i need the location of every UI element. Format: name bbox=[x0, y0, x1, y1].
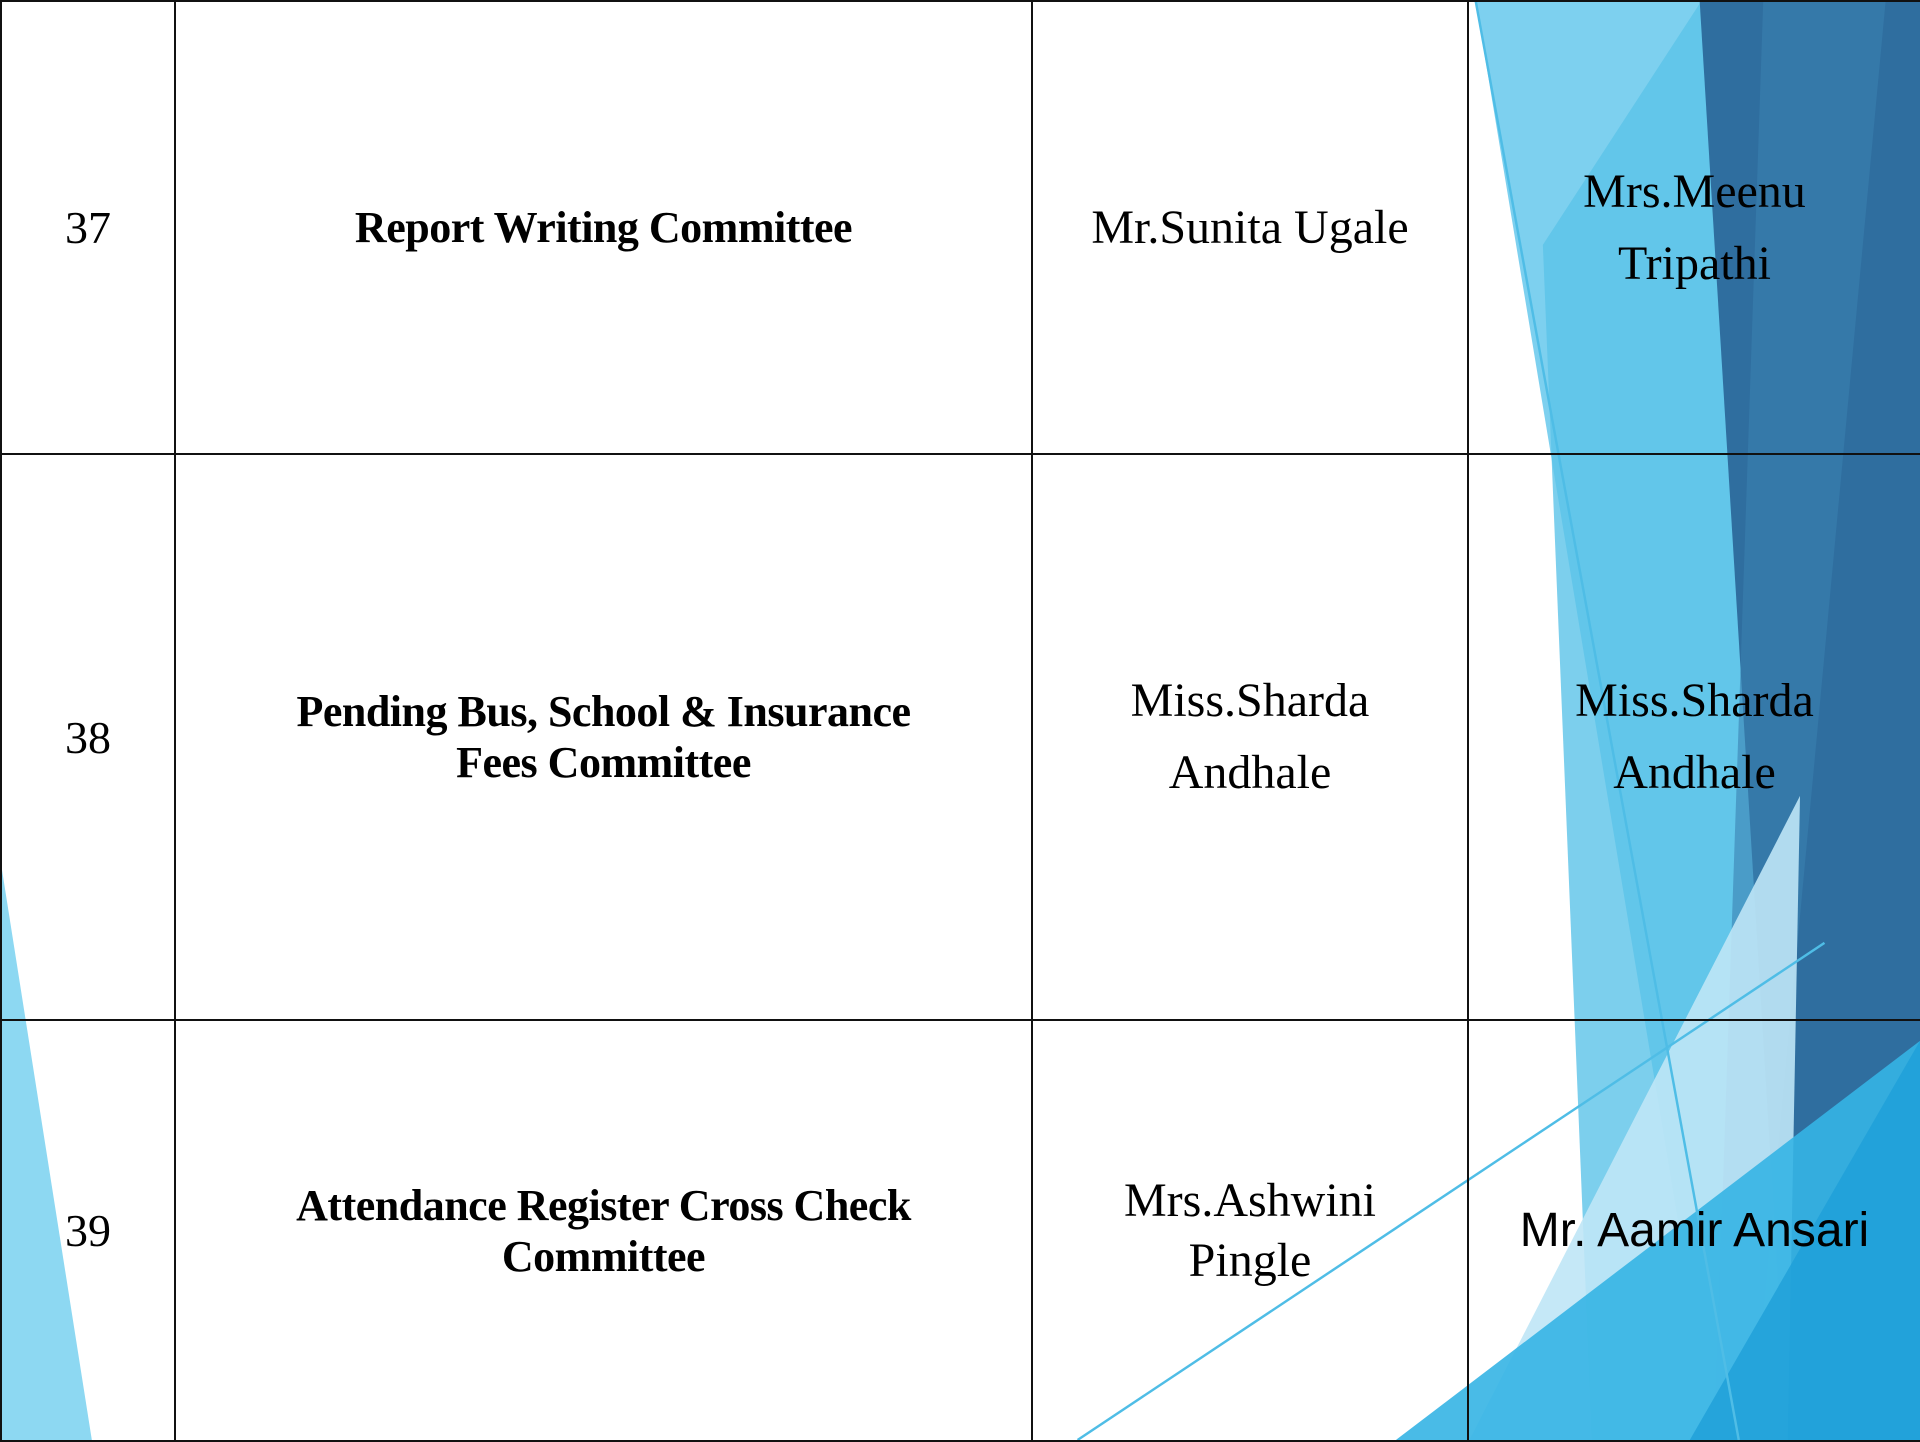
text: Report Writing Committee bbox=[354, 203, 853, 252]
cell-person: Mrs.Meenu Tripathi bbox=[1467, 0, 1920, 455]
cell-committee: Pending Bus, School & Insurance Fees Com… bbox=[174, 453, 1033, 1021]
table-row: 38 Pending Bus, School & Insurance Fees … bbox=[0, 453, 1920, 1021]
text: Miss.Sharda Andhale bbox=[1130, 674, 1370, 799]
cell-person: Miss.Sharda Andhale bbox=[1467, 453, 1920, 1021]
cell-person: Miss.Sharda Andhale bbox=[1031, 453, 1469, 1021]
cell-person: Mr.Sunita Ugale bbox=[1031, 0, 1469, 455]
cell-number: 39 bbox=[0, 1019, 176, 1442]
table-row: 37 Report Writing Committee Mr.Sunita Ug… bbox=[0, 0, 1920, 455]
cell-committee: Attendance Register Cross Check Committe… bbox=[174, 1019, 1033, 1442]
text: Mrs.Meenu Tripathi bbox=[1583, 164, 1806, 290]
text: Mrs.Ashwini Pingle bbox=[1123, 1173, 1377, 1287]
text: Pending Bus, School & Insurance Fees Com… bbox=[296, 687, 911, 787]
cell-number: 37 bbox=[0, 0, 176, 455]
text: Mr. Aamir Ansari bbox=[1519, 1204, 1870, 1257]
text: Attendance Register Cross Check Committe… bbox=[296, 1180, 911, 1281]
text: Miss.Sharda Andhale bbox=[1575, 674, 1814, 799]
cell-number: 38 bbox=[0, 453, 176, 1021]
text: Mr.Sunita Ugale bbox=[1091, 200, 1409, 254]
cell-person: Mr. Aamir Ansari bbox=[1467, 1019, 1920, 1442]
cell-person: Mrs.Ashwini Pingle bbox=[1031, 1019, 1469, 1442]
cell-committee: Report Writing Committee bbox=[174, 0, 1033, 455]
table-row: 39 Attendance Register Cross Check Commi… bbox=[0, 1019, 1920, 1442]
